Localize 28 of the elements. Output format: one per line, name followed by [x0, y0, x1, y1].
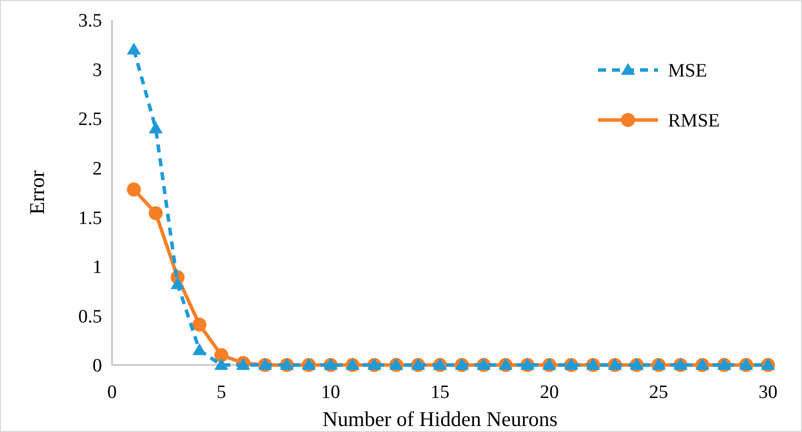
y-tick-label: 1.5: [78, 208, 102, 229]
point: [170, 277, 185, 290]
x-tick-label: 0: [107, 382, 117, 403]
y-tick-label: 2.5: [78, 109, 102, 130]
legend-label: MSE: [668, 60, 708, 82]
x-tick-label: 10: [321, 382, 340, 403]
y-tick-label: 0.5: [78, 306, 102, 328]
x-axis-title: Number of Hidden Neurons: [322, 407, 558, 431]
y-tick-label: 2: [92, 158, 102, 180]
point: [214, 358, 228, 370]
x-tick-label: 25: [649, 382, 668, 403]
point: [192, 318, 206, 332]
point: [148, 206, 163, 220]
point: [192, 343, 206, 356]
x-tick-label: 15: [430, 382, 450, 403]
point: [126, 182, 141, 197]
x-tick-label: 30: [758, 382, 778, 403]
x-tick-label: 5: [216, 382, 226, 403]
y-tick-label: 3.5: [78, 10, 102, 32]
x-tick-label: 20: [540, 382, 559, 403]
legend-label: RMSE: [668, 110, 720, 132]
point: [126, 42, 141, 54]
y-tick-label: 0: [92, 356, 102, 377]
y-tick-label: 1: [92, 257, 102, 278]
y-axis-title: Error: [25, 170, 49, 215]
y-tick-label: 3: [92, 60, 102, 81]
point: [148, 121, 163, 134]
point: [214, 348, 228, 362]
